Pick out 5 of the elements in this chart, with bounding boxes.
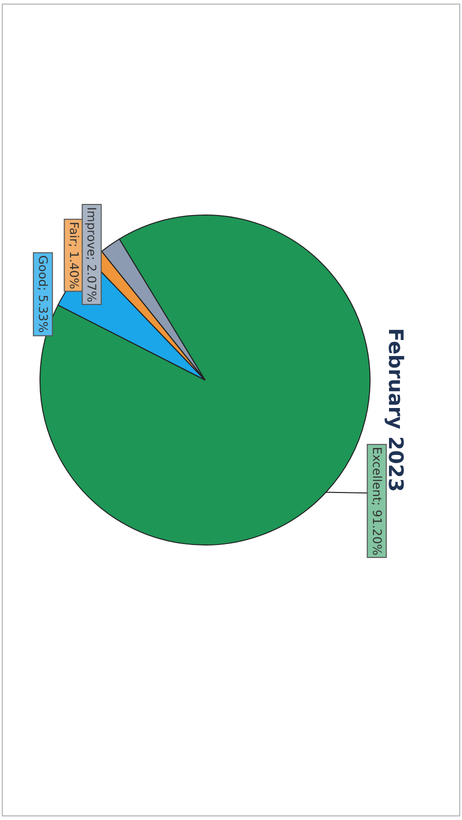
slice-label: Fair; 1.40% (66, 222, 81, 290)
slice-label: Improve; 2.07% (84, 206, 99, 302)
slice-label: Good; 5.33% (36, 255, 50, 333)
text: February 2023 (384, 328, 408, 492)
slice-label: Excellent; 91.20% (370, 446, 384, 556)
